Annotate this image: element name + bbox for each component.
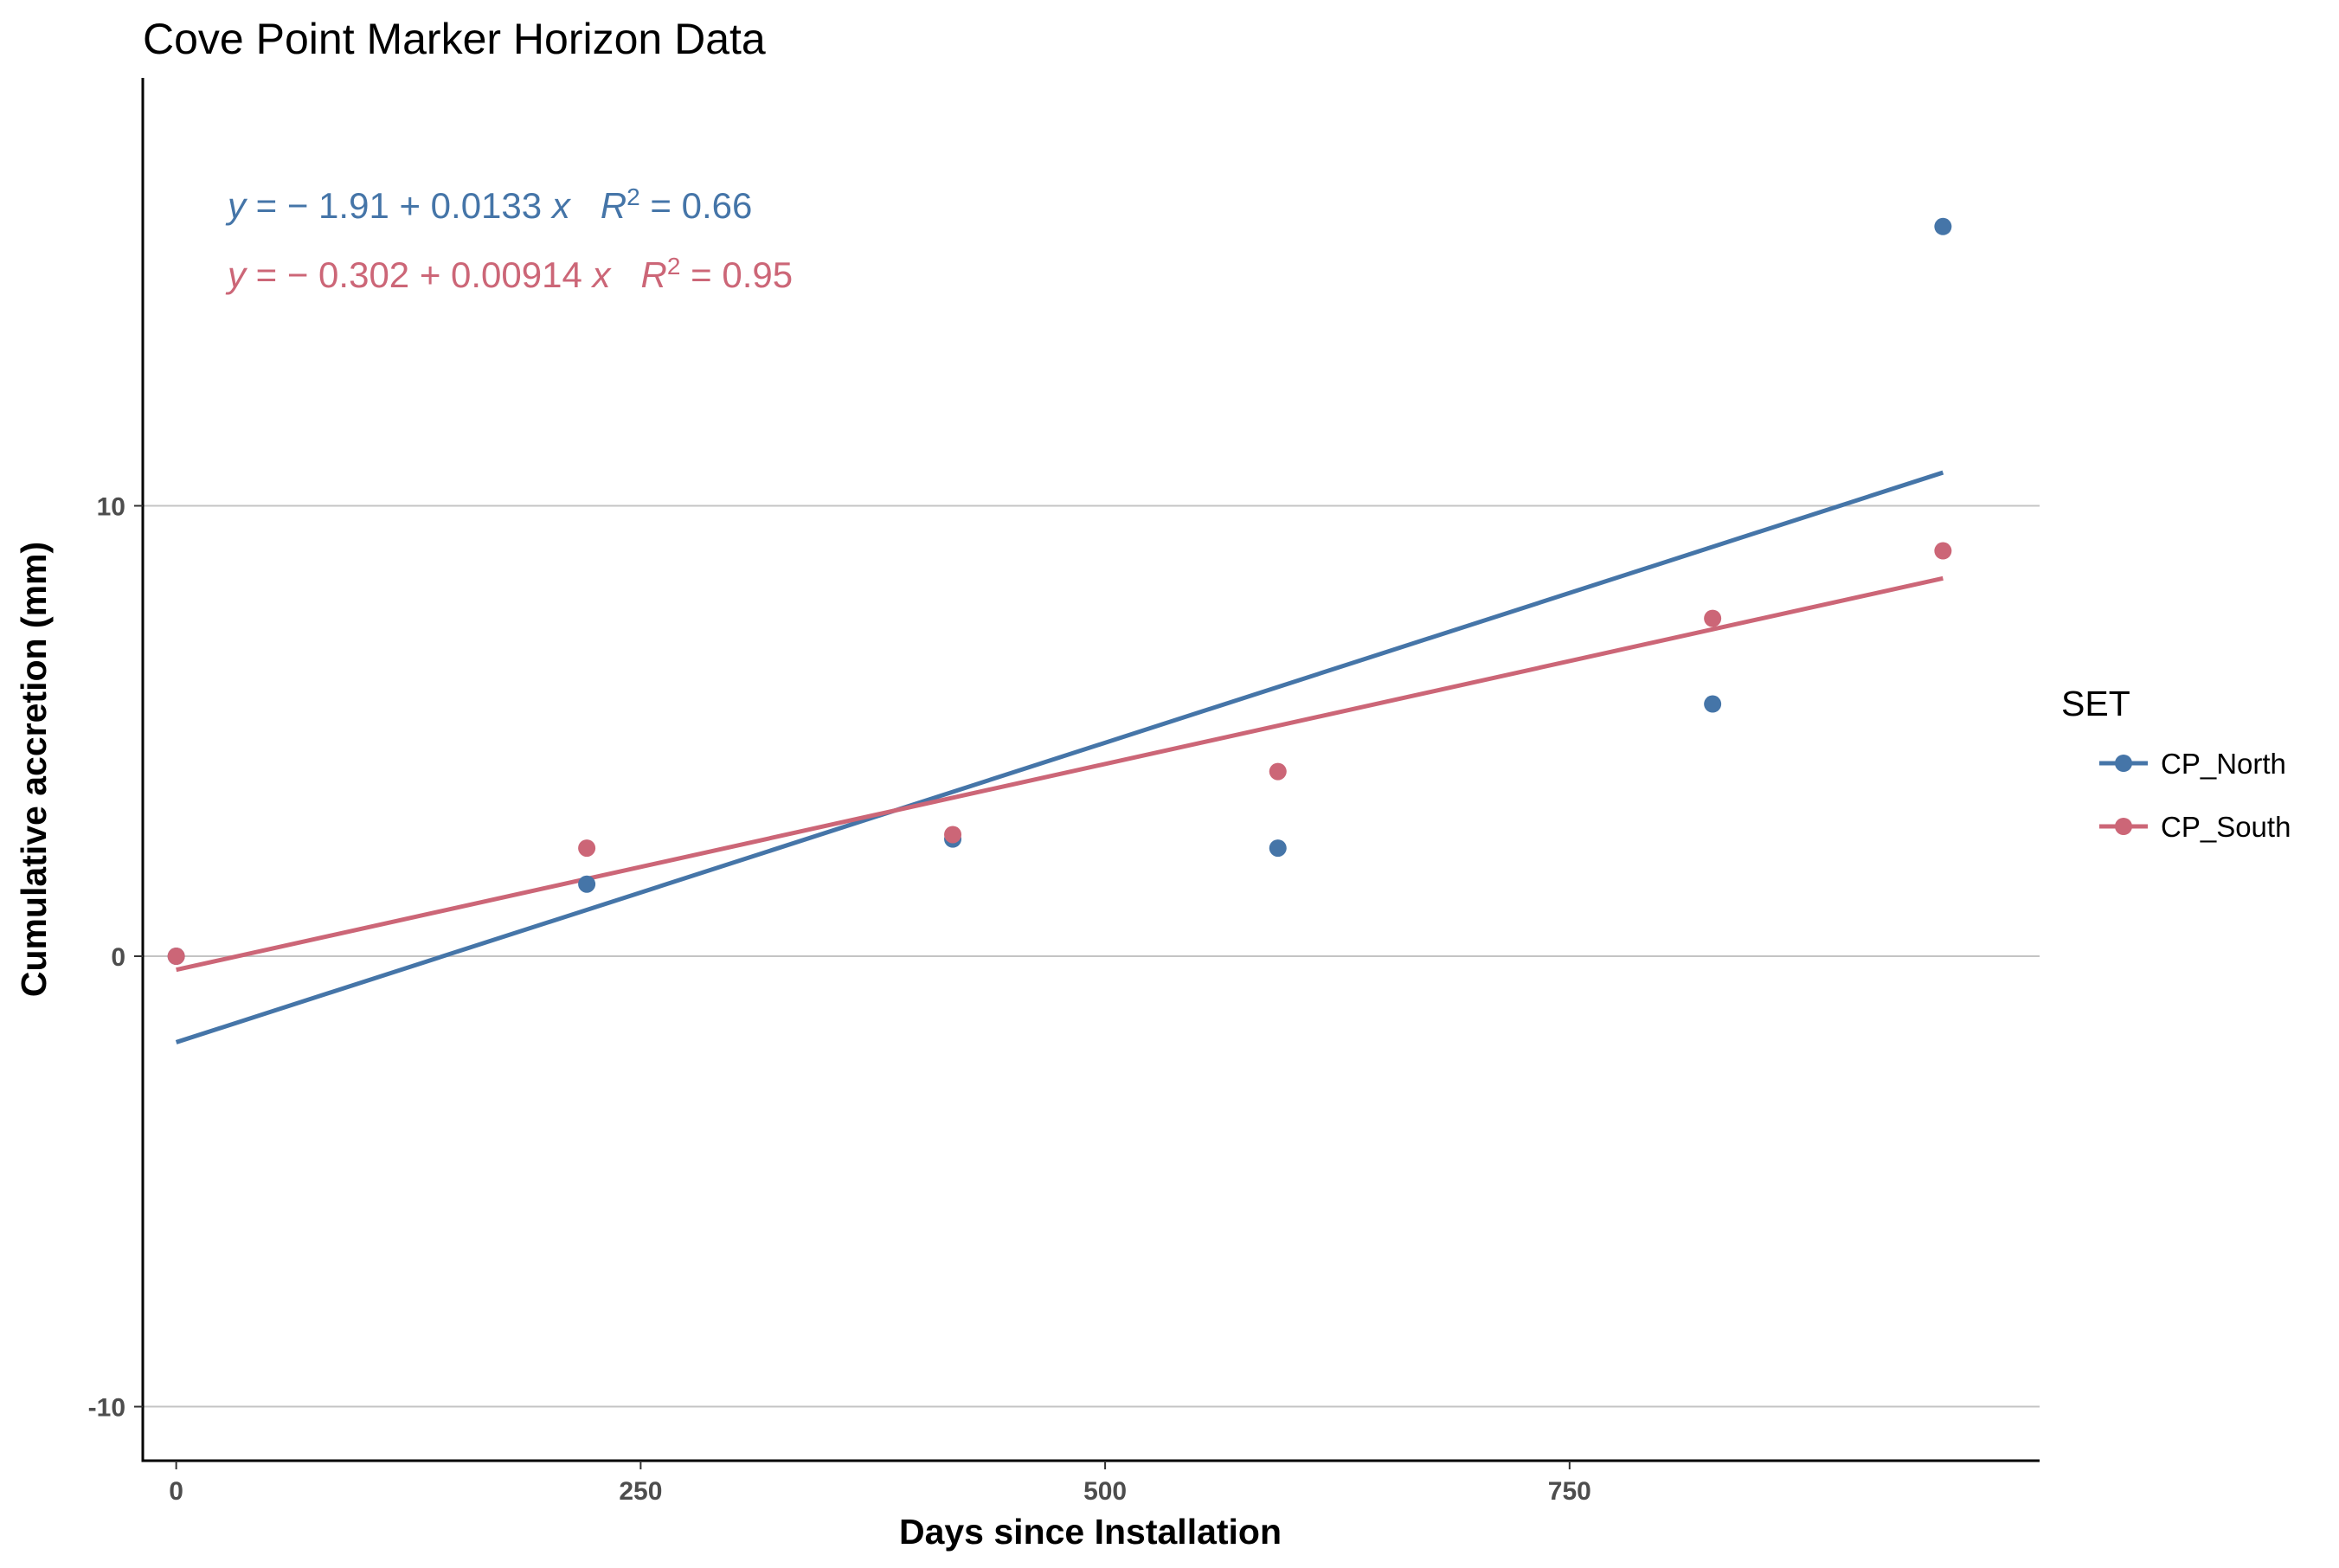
equation-CP_North: y = − 1.91 + 0.0133 x R2 = 0.66: [225, 183, 752, 227]
point-CP_South: [167, 948, 185, 966]
x-tick-label: 0: [169, 1477, 183, 1506]
legend-key-point-CP_South: [2115, 818, 2132, 835]
y-axis-ticks: -10 0 10: [88, 492, 143, 1423]
point-CP_North: [578, 875, 596, 893]
equation-CP_South: y = − 0.302 + 0.00914 x R2 = 0.95: [225, 253, 793, 296]
chart-title: Cove Point Marker Horizon Data: [143, 15, 766, 63]
point-CP_North: [1934, 217, 1952, 235]
x-axis-title: Days since Installation: [899, 1512, 1282, 1552]
regression-equations: y = − 1.91 + 0.0133 x R2 = 0.66 y = − 0.3…: [225, 183, 793, 296]
y-axis-title: Cumulative accretion (mm): [14, 542, 54, 997]
point-CP_North: [1704, 695, 1722, 713]
x-axis-ticks: 0 250 500 750: [169, 1461, 1591, 1506]
fit-line-CP_North: [175, 470, 1944, 1044]
x-tick-label: 750: [1548, 1477, 1591, 1506]
point-CP_South: [1269, 762, 1287, 781]
x-tick-label: 500: [1083, 1477, 1127, 1506]
fit-line-CP_South: [176, 575, 1944, 973]
legend: SET CP_North CP_South: [2061, 684, 2291, 843]
legend-title: SET: [2061, 684, 2130, 723]
x-tick-label: 250: [619, 1477, 662, 1506]
legend-items: CP_North CP_South: [2099, 748, 2291, 843]
data-points: [167, 217, 1952, 966]
legend-label-CP_North: CP_North: [2161, 748, 2286, 780]
y-tick-label: -10: [88, 1394, 125, 1423]
legend-key-point-CP_North: [2115, 755, 2132, 772]
y-tick-label: 10: [97, 492, 125, 521]
y-tick-label: 0: [111, 943, 125, 972]
point-CP_South: [1934, 542, 1952, 560]
gridlines: [143, 504, 2040, 1408]
point-CP_South: [944, 826, 962, 844]
point-CP_North: [1269, 839, 1287, 858]
point-CP_South: [578, 839, 596, 858]
fit-lines: [175, 470, 1944, 1044]
legend-label-CP_South: CP_South: [2161, 811, 2291, 843]
point-CP_South: [1704, 609, 1722, 627]
